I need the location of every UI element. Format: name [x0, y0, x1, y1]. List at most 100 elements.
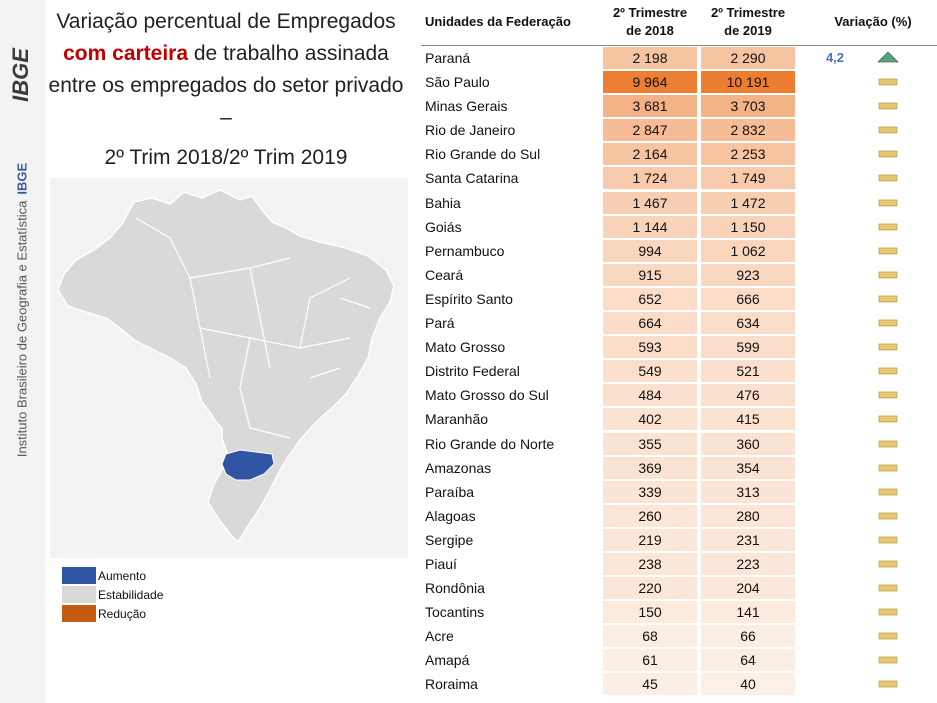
value-2018: 220 [603, 577, 697, 600]
value-2018: 593 [603, 336, 697, 359]
value-2018: 1 724 [603, 167, 697, 190]
value-2019: 415 [701, 408, 795, 431]
value-2019: 923 [701, 263, 795, 286]
stable-dash-shape [878, 175, 898, 182]
value-2019: 354 [701, 456, 795, 479]
stable-dash-shape [878, 78, 898, 86]
stable-dash-shape [878, 295, 898, 303]
stable-dash-shape [878, 367, 898, 375]
table-row: Maranhão 402 415 [421, 407, 937, 431]
stable-dash-icon [878, 560, 898, 568]
table-row: Sergipe 219 231 [421, 528, 937, 552]
value-2019: 10 191 [701, 71, 795, 94]
value-2019: 1 150 [701, 215, 795, 238]
value-2019: 521 [701, 360, 795, 383]
uf-name: Pará [425, 315, 455, 332]
stable-dash-shape [878, 199, 898, 206]
legend-swatch-aumento [62, 567, 96, 584]
table-row: Mato Grosso 593 599 [421, 335, 937, 359]
uf-name: Paraíba [425, 483, 475, 500]
table-row: Distrito Federal 549 521 [421, 359, 937, 383]
stable-dash-icon [878, 416, 898, 423]
value-2018: 549 [603, 360, 697, 383]
header-uf: Unidades da Federação [425, 14, 571, 29]
stable-dash-icon [878, 632, 898, 640]
value-2019: 280 [701, 504, 795, 527]
stable-dash-shape [878, 464, 898, 471]
stable-dash-shape [878, 343, 898, 351]
uf-name: Espírito Santo [425, 290, 513, 307]
title-part-1: Variação percentual de Empregados [56, 10, 396, 33]
stable-dash-icon [878, 656, 898, 664]
legend-item-reducao: Redução [62, 604, 202, 623]
stable-dash-shape [878, 632, 898, 640]
value-2018: 9 964 [603, 71, 697, 94]
table-row: Roraima 45 40 [421, 672, 937, 696]
value-2019: 223 [701, 552, 795, 575]
stable-dash-icon [878, 78, 898, 86]
legend-label-reducao: Redução [98, 607, 147, 621]
data-table: Unidades da Federação 2º Trimestre de 20… [421, 0, 937, 697]
value-2019: 2 832 [701, 119, 795, 142]
value-2018: 238 [603, 552, 697, 575]
value-2019: 204 [701, 577, 795, 600]
value-2019: 666 [701, 287, 795, 310]
value-2019: 1 472 [701, 191, 795, 214]
uf-name: Tocantins [425, 604, 485, 621]
uf-name: Rio de Janeiro [425, 122, 516, 139]
page-title: Variação percentual de Empregados com ca… [48, 6, 404, 174]
table-row: Mato Grosso do Sul 484 476 [421, 383, 937, 407]
value-2018: 402 [603, 408, 697, 431]
stable-dash-icon [878, 199, 898, 206]
stable-dash-icon [878, 295, 898, 303]
value-2019: 634 [701, 312, 795, 335]
sidebar: IBGE Instituto Brasileiro de Geografia e… [0, 0, 45, 703]
legend-item-estabilidade: Estabilidade [62, 585, 202, 604]
header-divider [421, 45, 937, 46]
value-2019: 476 [701, 384, 795, 407]
table-row: Minas Gerais 3 681 3 703 [421, 94, 937, 118]
table-row: Tocantins 150 141 [421, 600, 937, 624]
legend-item-aumento: Aumento [62, 566, 202, 585]
stable-dash-shape [878, 247, 898, 255]
value-2018: 150 [603, 601, 697, 624]
table-row: Ceará 915 923 [421, 263, 937, 287]
stable-dash-icon [878, 391, 898, 399]
value-2018: 1 467 [603, 191, 697, 214]
legend-label-aumento: Aumento [98, 569, 147, 583]
table-row: Pernambuco 994 1 062 [421, 239, 937, 263]
stable-dash-shape [878, 102, 898, 110]
stable-dash-icon [878, 102, 898, 110]
header-2019: 2º Trimestre de 2019 [701, 4, 795, 40]
legend-label-estabilidade: Estabilidade [98, 588, 164, 602]
stable-dash-shape [878, 608, 898, 616]
stable-dash-icon [878, 343, 898, 351]
uf-name: Bahia [425, 194, 461, 211]
table-row: Acre 68 66 [421, 624, 937, 648]
table-row: Alagoas 260 280 [421, 504, 937, 528]
stable-dash-icon [878, 440, 898, 447]
uf-name: Santa Catarina [425, 170, 519, 187]
value-2019: 599 [701, 336, 795, 359]
uf-name: Distrito Federal [425, 363, 520, 380]
uf-name: Goiás [425, 218, 462, 235]
header-2018-line2: de 2018 [626, 23, 674, 38]
stable-dash-shape [878, 536, 898, 544]
uf-name: Sergipe [425, 531, 474, 548]
table-row: Goiás 1 144 1 150 [421, 215, 937, 239]
value-2019: 3 703 [701, 95, 795, 118]
value-2018: 915 [603, 263, 697, 286]
stable-dash-shape [878, 271, 898, 279]
legend-swatch-estabilidade [62, 586, 96, 603]
value-2018: 339 [603, 480, 697, 503]
value-2019: 2 290 [701, 47, 795, 69]
brazil-outline [57, 189, 395, 544]
table-row: Rio Grande do Sul 2 164 2 253 [421, 142, 937, 166]
stable-dash-shape [878, 681, 898, 688]
triangle-up-shape [877, 51, 899, 63]
uf-name: Alagoas [425, 507, 476, 524]
uf-name: Amapá [425, 652, 470, 669]
value-2018: 219 [603, 528, 697, 551]
table-row: Piauí 238 223 [421, 552, 937, 576]
uf-name: Mato Grosso do Sul [425, 387, 549, 404]
